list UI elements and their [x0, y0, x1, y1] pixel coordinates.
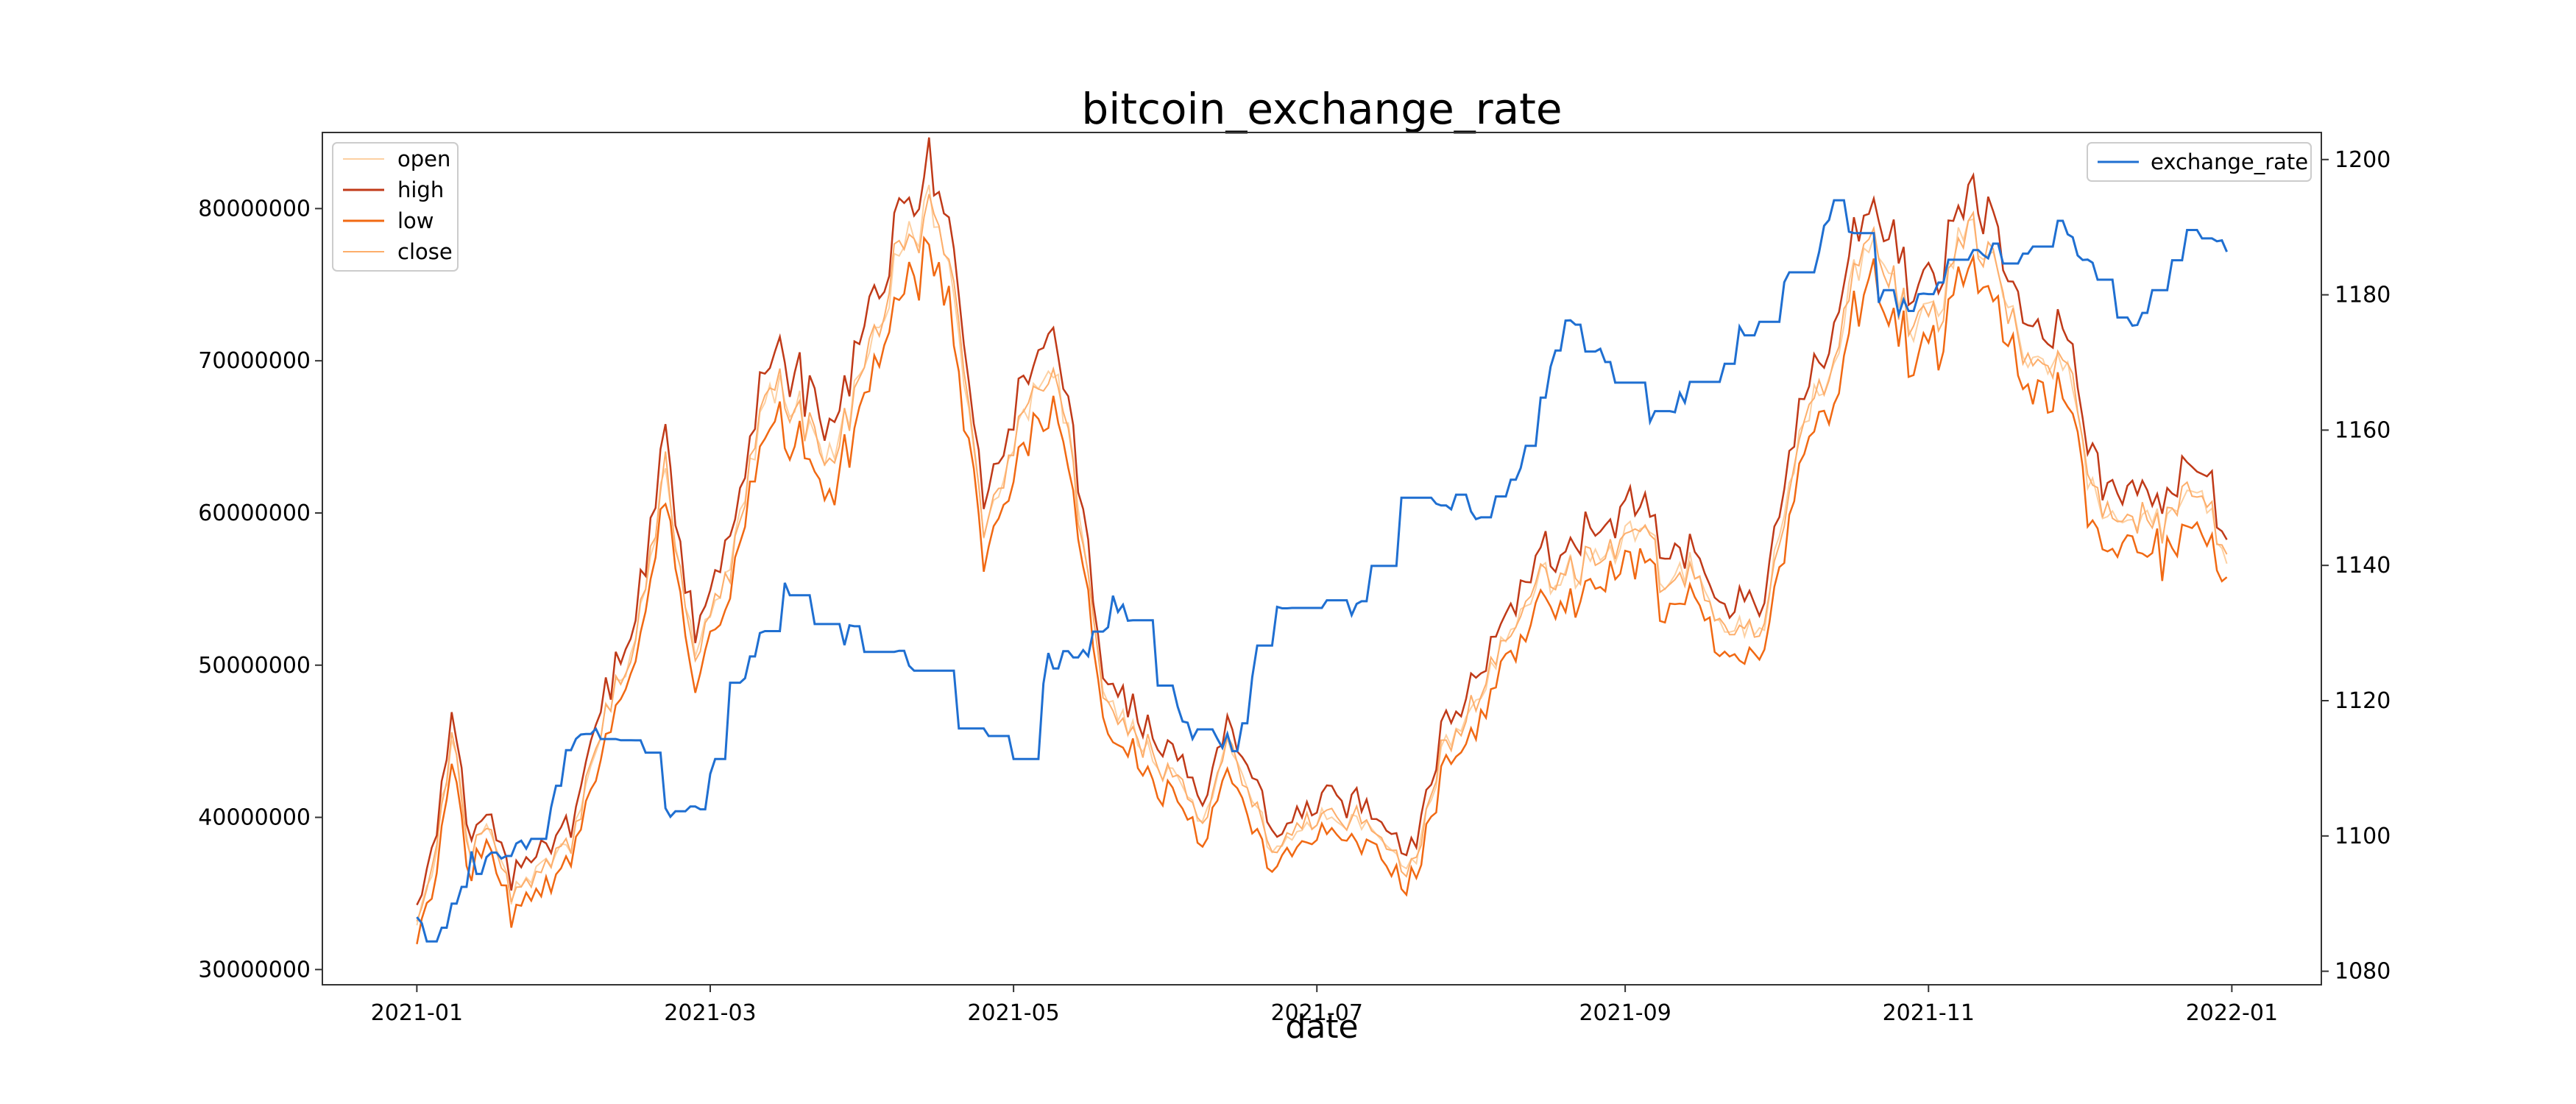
series-close-line — [416, 194, 2228, 922]
x-tick-label: 2021-09 — [1579, 1000, 1671, 1026]
legend-left: open high low close — [332, 142, 459, 272]
y-tick-label: 60000000 — [198, 500, 311, 526]
x-tick-label: 2021-11 — [1883, 1000, 1975, 1026]
x-tick-label: 2021-07 — [1271, 1000, 1363, 1026]
y-tick-label: 70000000 — [198, 348, 311, 374]
y2-tick-label: 1180 — [2335, 283, 2391, 308]
legend-label-close: close — [397, 239, 453, 264]
legend-label-open: open — [397, 146, 450, 171]
y2-tick-label: 1160 — [2335, 417, 2391, 443]
series-layer — [416, 137, 2228, 945]
series-open-line — [416, 184, 2228, 926]
legend-right: exchange_rate — [2087, 142, 2312, 182]
y-tick-label: 40000000 — [198, 805, 311, 831]
legend-right-box — [2087, 142, 2312, 182]
y2-tick-label: 1100 — [2335, 824, 2391, 849]
x-tick-label: 2021-03 — [664, 1000, 756, 1026]
plot-frame — [322, 132, 2322, 986]
y2-tick-label: 1080 — [2335, 959, 2391, 985]
legend-label-low: low — [397, 208, 434, 233]
x-tick-label: 2021-05 — [967, 1000, 1059, 1026]
legend-label-high: high — [397, 177, 444, 202]
series-high-line — [416, 137, 2228, 906]
y2-tick-label: 1120 — [2335, 688, 2391, 714]
y2-tick-label: 1200 — [2335, 147, 2391, 173]
y-tick-label: 30000000 — [198, 957, 311, 983]
legend-label-exchange-rate: exchange_rate — [2151, 149, 2308, 174]
x-tick-label: 2021-01 — [371, 1000, 463, 1026]
x-tick-label: 2022-01 — [2186, 1000, 2278, 1026]
y-tick-label: 80000000 — [198, 196, 311, 222]
series-low-line — [416, 235, 2228, 945]
chart-title: bitcoin_exchange_rate — [1081, 84, 1562, 134]
legend-left-box — [332, 142, 459, 272]
x-axis-title: date — [1285, 1008, 1358, 1046]
y-tick-label: 50000000 — [198, 653, 311, 679]
ticks-layer: 2021-01 2021-03 2021-05 2021-07 2021-09 2021-… — [198, 147, 2391, 1026]
y2-tick-label: 1140 — [2335, 553, 2391, 578]
series-exchange-rate-line — [416, 199, 2228, 943]
